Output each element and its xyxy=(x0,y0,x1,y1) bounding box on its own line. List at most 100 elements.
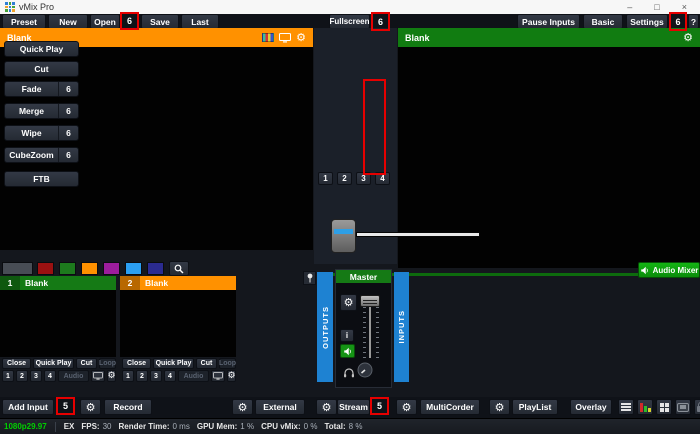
program-screen[interactable] xyxy=(398,47,700,268)
transition-tbar-track[interactable] xyxy=(356,232,480,237)
quick-play-button[interactable]: Quick Play xyxy=(4,41,79,57)
fade-button[interactable]: Fade 6 xyxy=(4,81,79,97)
wipe-button[interactable]: Wipe 6 xyxy=(4,125,79,141)
input-1-loop-button[interactable]: Loop xyxy=(98,358,117,369)
input-2-quick-play-button[interactable]: Quick Play xyxy=(153,358,194,369)
last-button[interactable]: Last xyxy=(181,14,219,29)
settings-button[interactable]: Settings xyxy=(626,14,668,29)
audio-meter-icon[interactable] xyxy=(637,399,653,415)
swatch-blue[interactable] xyxy=(125,262,142,275)
info-button[interactable]: i xyxy=(340,329,354,342)
ftb-button[interactable]: FTB xyxy=(4,171,79,187)
new-button[interactable]: New xyxy=(48,14,88,29)
merge-options-button[interactable]: 6 xyxy=(58,104,78,118)
search-icon[interactable] xyxy=(169,261,189,276)
record-button[interactable]: Record xyxy=(104,399,152,415)
menu-icon[interactable] xyxy=(618,399,634,415)
help-button[interactable]: ? xyxy=(688,14,699,29)
wipe-options-button[interactable]: 6 xyxy=(58,126,78,140)
minimize-button[interactable]: – xyxy=(627,2,633,12)
inputs-bar[interactable]: INPUTS xyxy=(394,272,409,382)
playlist-button[interactable]: PlayList xyxy=(512,399,558,415)
swatch-green[interactable] xyxy=(59,262,76,275)
cubezoom-options-button[interactable]: 6 xyxy=(58,148,78,162)
input-1-gear-button[interactable]: ⚙ xyxy=(107,370,116,382)
input-2-overlay-1[interactable]: 1 xyxy=(122,370,134,382)
input-1-overlay-1[interactable]: 1 xyxy=(2,370,14,382)
swatch-navy[interactable] xyxy=(147,262,164,275)
multicorder-button[interactable]: MultiCorder xyxy=(420,399,480,415)
fade-options-button[interactable]: 6 xyxy=(58,82,78,96)
master-gear-button[interactable]: ⚙ xyxy=(340,294,357,311)
pin-icon[interactable] xyxy=(303,271,316,285)
input-1-overlay-4[interactable]: 4 xyxy=(44,370,56,382)
input-2-monitor-icon[interactable] xyxy=(211,370,225,382)
input-1-monitor-icon[interactable] xyxy=(91,370,105,382)
transition-tbar-handle[interactable] xyxy=(331,219,356,253)
merge-label: Merge xyxy=(18,106,45,116)
swatch-dark-red[interactable] xyxy=(37,262,54,275)
master-fader-track[interactable] xyxy=(369,300,371,358)
swatch-purple[interactable] xyxy=(103,262,120,275)
playlist-gear-button[interactable]: ⚙ xyxy=(489,399,510,415)
input-2-overlay-2[interactable]: 2 xyxy=(136,370,148,382)
cubezoom-button[interactable]: CubeZoom 6 xyxy=(4,147,79,163)
external-button[interactable]: External xyxy=(255,399,305,415)
headphones-icon[interactable] xyxy=(343,365,355,383)
master-mute-button[interactable] xyxy=(340,344,355,358)
external-gear-button[interactable]: ⚙ xyxy=(232,399,253,415)
master-fader-handle[interactable] xyxy=(360,295,380,307)
input-2-cut-button[interactable]: Cut xyxy=(196,358,217,369)
swatch-orange[interactable] xyxy=(81,262,98,275)
stream-gear-button[interactable]: ⚙ xyxy=(316,399,337,415)
input-2-header[interactable]: 2 Blank xyxy=(120,276,236,290)
input-2-overlay-3[interactable]: 3 xyxy=(150,370,162,382)
position-1-button[interactable]: 1 xyxy=(318,172,333,185)
merge-button[interactable]: Merge 6 xyxy=(4,103,79,119)
cut-button[interactable]: Cut xyxy=(4,61,79,77)
input-1-thumbnail[interactable] xyxy=(0,290,116,357)
gear-icon[interactable]: ⚙ xyxy=(296,31,306,44)
open-button[interactable]: Open xyxy=(90,14,120,29)
record-gear-button[interactable]: ⚙ xyxy=(80,399,101,415)
outputs-bar[interactable]: OUTPUTS xyxy=(317,272,333,382)
swatch-gray[interactable] xyxy=(2,262,33,275)
monitor-icon[interactable] xyxy=(279,32,292,43)
program-header[interactable]: Blank ⚙ xyxy=(398,28,700,47)
input-2-audio-button[interactable]: Audio xyxy=(178,370,209,382)
input-1-audio-button[interactable]: Audio xyxy=(58,370,89,382)
maximize-button[interactable]: □ xyxy=(654,2,660,12)
audio-mixer-button[interactable]: Audio Mixer xyxy=(638,262,700,278)
position-2-button[interactable]: 2 xyxy=(337,172,352,185)
pause-inputs-button[interactable]: Pause Inputs xyxy=(517,14,580,29)
input-1-overlay-2[interactable]: 2 xyxy=(16,370,28,382)
save-button[interactable]: Save xyxy=(141,14,179,29)
layout-grid-icon[interactable] xyxy=(656,399,672,415)
overlay-button[interactable]: Overlay xyxy=(570,399,612,415)
input-1-close-button[interactable]: Close xyxy=(2,358,31,369)
position-4-button[interactable]: 4 xyxy=(375,172,390,185)
input-2-thumbnail[interactable] xyxy=(120,290,236,357)
input-2-close-button[interactable]: Close xyxy=(122,358,151,369)
stream-button[interactable]: Stream xyxy=(337,399,370,415)
multicorder-gear-button[interactable]: ⚙ xyxy=(396,399,417,415)
input-1-quick-play-button[interactable]: Quick Play xyxy=(33,358,74,369)
fullscreen-button[interactable]: Fullscreen xyxy=(329,14,370,29)
position-3-button[interactable]: 3 xyxy=(356,172,371,185)
add-input-button[interactable]: Add Input xyxy=(2,399,54,415)
input-1-header[interactable]: 1 Blank xyxy=(0,276,116,290)
input-2-gear-button[interactable]: ⚙ xyxy=(227,370,236,382)
input-1-overlay-3[interactable]: 3 xyxy=(30,370,42,382)
pan-knob[interactable] xyxy=(357,362,373,383)
preset-button[interactable]: Preset xyxy=(2,14,46,29)
snapshot-icon[interactable] xyxy=(675,399,691,415)
gear-icon[interactable]: ⚙ xyxy=(683,31,693,44)
colorbars-icon[interactable] xyxy=(262,33,275,42)
lock-icon[interactable] xyxy=(694,399,700,415)
input-2-loop-button[interactable]: Loop xyxy=(218,358,237,369)
input-2-overlay-4[interactable]: 4 xyxy=(164,370,176,382)
master-header[interactable]: Master xyxy=(336,270,391,283)
input-1-cut-button[interactable]: Cut xyxy=(76,358,97,369)
close-button[interactable]: × xyxy=(681,2,687,12)
basic-button[interactable]: Basic xyxy=(583,14,623,29)
